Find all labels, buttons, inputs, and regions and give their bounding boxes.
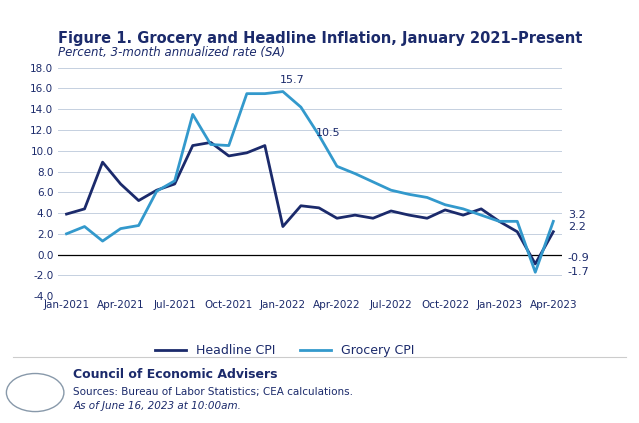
Legend: Headline CPI, Grocery CPI: Headline CPI, Grocery CPI xyxy=(150,339,420,362)
Text: As of June 16, 2023 at 10:00am.: As of June 16, 2023 at 10:00am. xyxy=(73,401,242,411)
Text: Council of Economic Advisers: Council of Economic Advisers xyxy=(73,368,278,381)
Text: -0.9: -0.9 xyxy=(567,253,590,263)
Text: 3.2: 3.2 xyxy=(567,210,585,220)
Text: -1.7: -1.7 xyxy=(567,267,590,277)
Text: Percent, 3-month annualized rate (SA): Percent, 3-month annualized rate (SA) xyxy=(58,46,284,58)
Text: Sources: Bureau of Labor Statistics; CEA calculations.: Sources: Bureau of Labor Statistics; CEA… xyxy=(73,387,353,397)
Text: 15.7: 15.7 xyxy=(279,75,304,85)
Text: 10.5: 10.5 xyxy=(316,128,340,138)
Text: 2.2: 2.2 xyxy=(567,222,585,232)
Text: Figure 1. Grocery and Headline Inflation, January 2021–Present: Figure 1. Grocery and Headline Inflation… xyxy=(58,31,582,46)
